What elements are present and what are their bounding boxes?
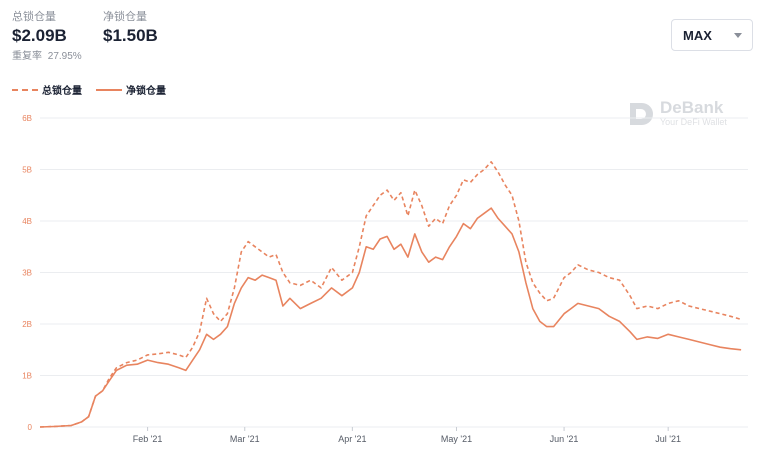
legend-label-total: 总锁仓量 [42,86,82,97]
series-line-net [39,207,742,428]
y-tick-label: 6B [22,114,32,123]
y-tick-label: 5B [22,166,32,175]
y-axis-ticks: 0 1B 2B 3B 4B 5B 6B [22,114,32,432]
y-tick-label: 4B [22,217,32,226]
total-tvl-value: $2.09B [12,26,67,45]
solid-line-swatch [96,88,122,91]
time-range-value: MAX [683,27,712,43]
debank-logo-icon [630,102,653,125]
total-tvl-label: 总锁仓量 [12,11,56,23]
x-tick-label: Jun '21 [550,434,579,444]
legend-item-net[interactable]: 净锁仓量 [96,82,166,97]
time-range-select[interactable]: MAX [671,19,753,51]
y-tick-label: 3B [22,269,32,278]
x-tick-label: May '21 [441,434,472,444]
total-tvl-stat: 总锁仓量 $2.09B [12,10,67,47]
dashed-line-swatch [12,88,38,91]
y-tick-label: 1B [22,372,32,381]
y-tick-label: 2B [22,320,32,329]
y-tick-label: 0 [28,423,33,432]
x-tick-label: Feb '21 [133,434,163,444]
watermark-name: DeBank [660,98,724,117]
net-tvl-stat: 净锁仓量 $1.50B [103,10,158,47]
legend-label-net: 净锁仓量 [126,86,166,97]
duplicate-ratio-value: 27.95% [47,51,82,62]
net-tvl-value: $1.50B [103,26,158,45]
series-lines [39,161,742,428]
duplicate-ratio: 重复率 27.95% [12,47,82,62]
chart-legend: 总锁仓量 净锁仓量 [12,82,180,97]
legend-item-total[interactable]: 总锁仓量 [12,82,82,97]
x-tick-label: Mar '21 [230,434,260,444]
x-tick-label: Jul '21 [655,434,681,444]
net-tvl-label: 净锁仓量 [103,11,147,23]
x-tick-label: Apr '21 [338,434,366,444]
series-line-total [39,161,742,428]
x-axis-ticks: Feb '21 Mar '21 Apr '21 May '21 Jun '21 Jul '… [133,427,681,444]
duplicate-ratio-label: 重复率 [12,51,42,62]
grid-lines [40,117,748,428]
chevron-down-icon [734,32,742,38]
watermark-tagline: Your DeFi Wallet [660,117,727,127]
debank-watermark: DeBank Your DeFi Wallet [628,99,727,128]
